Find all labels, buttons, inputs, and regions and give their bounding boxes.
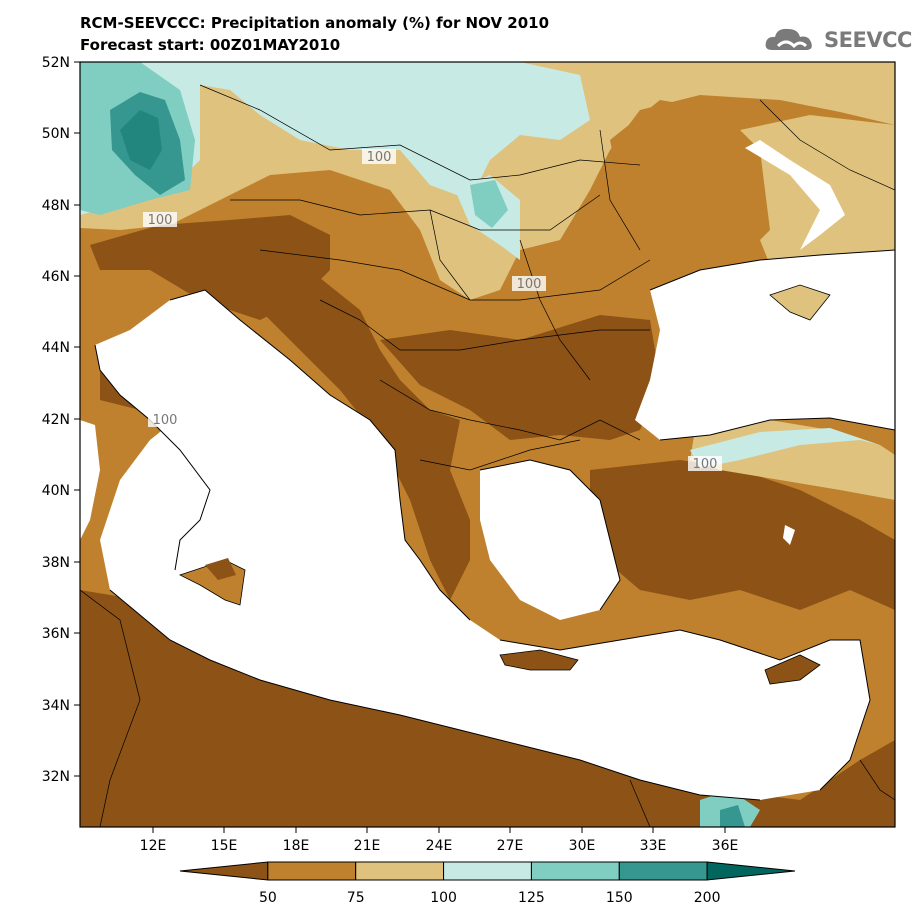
colorbar-label-0: 50	[259, 890, 277, 906]
lon-tick-label-7: 33E	[640, 838, 667, 854]
contour-labels: 100 100 100 100 100	[143, 149, 722, 472]
anomaly-dark-brown-anatolia	[590, 460, 895, 610]
colorbar-swatch-4	[530, 861, 620, 881]
lon-tick-label-8: 36E	[712, 838, 739, 854]
sea-tyrrhenian-west	[80, 420, 100, 540]
anomaly-teal-small	[470, 180, 508, 228]
island-cyprus	[764, 654, 821, 685]
sea-mediterranean	[95, 290, 870, 800]
lon-tick-label-4: 24E	[426, 838, 453, 854]
island-sicily-core	[205, 558, 236, 580]
lat-tick-label-3: 46N	[42, 269, 70, 285]
colorbar-swatch-5	[618, 861, 708, 881]
colorbar-label-2: 100	[430, 890, 457, 906]
colorbar-label-4: 150	[606, 890, 633, 906]
lat-tick-label-2: 48N	[42, 198, 70, 214]
chart-title: RCM-SEEVCCC: Precipitation anomaly (%) f…	[80, 14, 550, 32]
lon-tick-label-0: 12E	[140, 838, 167, 854]
anomaly-light-cyan-north	[80, 62, 590, 215]
no-data-ukraine	[745, 140, 845, 250]
coastlines	[94, 249, 895, 801]
lat-tick-label-8: 36N	[42, 626, 70, 642]
anomaly-teal-dark	[110, 92, 185, 195]
lon-tick-label-6: 30E	[569, 838, 596, 854]
seevccc-logo: SEEVCCC	[764, 24, 913, 54]
sea-aegean	[480, 460, 620, 620]
map-fields: 100 100 100 100 100	[80, 62, 895, 827]
map-frame	[79, 61, 896, 828]
lon-tick-label-3: 21E	[354, 838, 381, 854]
cloud-icon	[765, 28, 812, 50]
logo-text: SEEVCCC	[824, 28, 913, 52]
latitude-axis: 52N 50N 48N 46N 44N 42N 40N 38N 36N 34N 32N	[42, 55, 80, 785]
lat-tick-label-7: 38N	[42, 555, 70, 571]
no-data-anatolia	[783, 525, 795, 545]
island-crete	[499, 649, 579, 671]
contour-label-3: 100	[517, 277, 542, 292]
anomaly-dark-brown-balkans	[210, 250, 470, 600]
anomaly-teal-darkest	[120, 110, 162, 170]
lon-tick-label-2: 18E	[283, 838, 310, 854]
crimea	[769, 284, 831, 321]
lat-tick-label-4: 44N	[42, 340, 70, 356]
lon-tick-label-1: 15E	[211, 838, 238, 854]
colorbar-swatch-3	[443, 861, 532, 881]
colorbar-label-5: 200	[694, 890, 721, 906]
lat-tick-label-10: 32N	[42, 769, 70, 785]
colorbar-swatch-6	[706, 861, 796, 881]
colorbar-label-1: 75	[347, 890, 365, 906]
contour-label-5: 100	[693, 457, 718, 472]
anomaly-teal-nile-dark	[720, 805, 745, 827]
chart-subtitle: Forecast start: 00Z01MAY2010	[80, 36, 341, 54]
anomaly-brown-ukraine	[610, 100, 770, 260]
colorbar-swatch-1	[267, 861, 357, 881]
contour-label-4: 100	[153, 413, 178, 428]
lon-tick-label-5: 27E	[497, 838, 524, 854]
sea-black-sea	[635, 250, 895, 440]
lat-tick-label-0: 52N	[42, 55, 70, 71]
lat-tick-label-1: 50N	[42, 126, 70, 142]
lat-tick-label-6: 40N	[42, 483, 70, 499]
anomaly-dark-brown-bulgaria	[380, 315, 660, 440]
contour-label-1: 100	[367, 150, 392, 165]
anomaly-dark-brown-africa	[80, 590, 895, 827]
colorbar-label-3: 125	[518, 890, 545, 906]
colorbar-swatch-0	[179, 861, 269, 881]
colorbar: 50 75 100 125 150 200	[179, 861, 796, 906]
contour-label-2: 100	[148, 213, 173, 228]
lat-tick-label-9: 34N	[42, 698, 70, 714]
anomaly-cyan-black-sea-coast	[690, 428, 880, 468]
longitude-axis: 12E 15E 18E 21E 24E 27E 30E 33E 36E	[140, 827, 739, 854]
lat-tick-label-5: 42N	[42, 412, 70, 428]
colorbar-swatch-2	[355, 861, 445, 881]
country-borders	[80, 84, 895, 827]
